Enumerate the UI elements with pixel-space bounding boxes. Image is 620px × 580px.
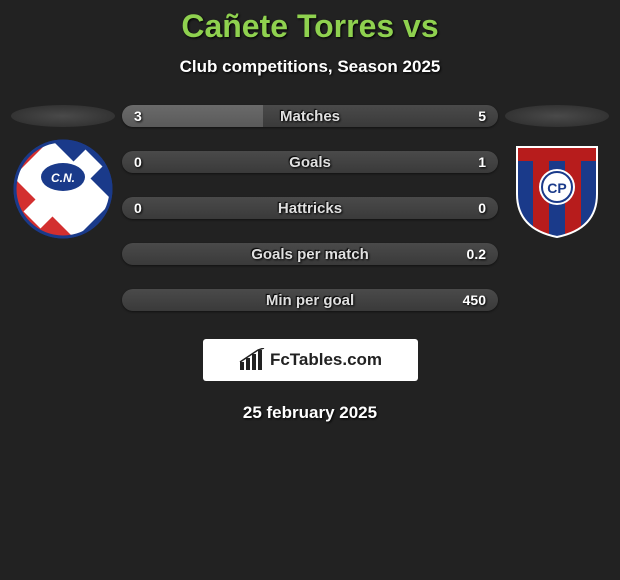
bar-right-fill bbox=[263, 105, 498, 127]
stats-bars: Matches35 Goals01 Hattricks00 Goals per mat… bbox=[118, 105, 502, 311]
brand-text: FcTables.com bbox=[270, 350, 382, 370]
left-club-crest: C.N. bbox=[13, 139, 113, 239]
bar-left-fill bbox=[122, 105, 263, 127]
page-subtitle: Club competitions, Season 2025 bbox=[0, 57, 620, 77]
right-team-column: CP bbox=[502, 105, 612, 239]
comparison-row: C.N. Matches35 Goals01 Hattricks00 Goals pe… bbox=[0, 105, 620, 311]
bar-right-fill bbox=[122, 197, 498, 219]
left-platform-ellipse bbox=[11, 105, 115, 127]
stat-bar: Goals per match0.2 bbox=[122, 243, 498, 265]
bar-right-fill bbox=[122, 243, 498, 265]
stat-bar: Matches35 bbox=[122, 105, 498, 127]
left-crest-text: C.N. bbox=[51, 171, 75, 185]
left-team-column: C.N. bbox=[8, 105, 118, 239]
bar-right-fill bbox=[122, 289, 498, 311]
brand-badge[interactable]: FcTables.com bbox=[203, 339, 418, 381]
bar-right-fill bbox=[122, 151, 498, 173]
stat-bar: Hattricks00 bbox=[122, 197, 498, 219]
stat-bar: Goals01 bbox=[122, 151, 498, 173]
right-crest-text: CP bbox=[547, 180, 566, 196]
brand-chart-icon bbox=[238, 348, 266, 372]
stat-bar: Min per goal450 bbox=[122, 289, 498, 311]
right-club-crest: CP bbox=[507, 139, 607, 239]
right-platform-ellipse bbox=[505, 105, 609, 127]
page-title: Cañete Torres vs bbox=[0, 8, 620, 45]
date-line: 25 february 2025 bbox=[0, 403, 620, 423]
